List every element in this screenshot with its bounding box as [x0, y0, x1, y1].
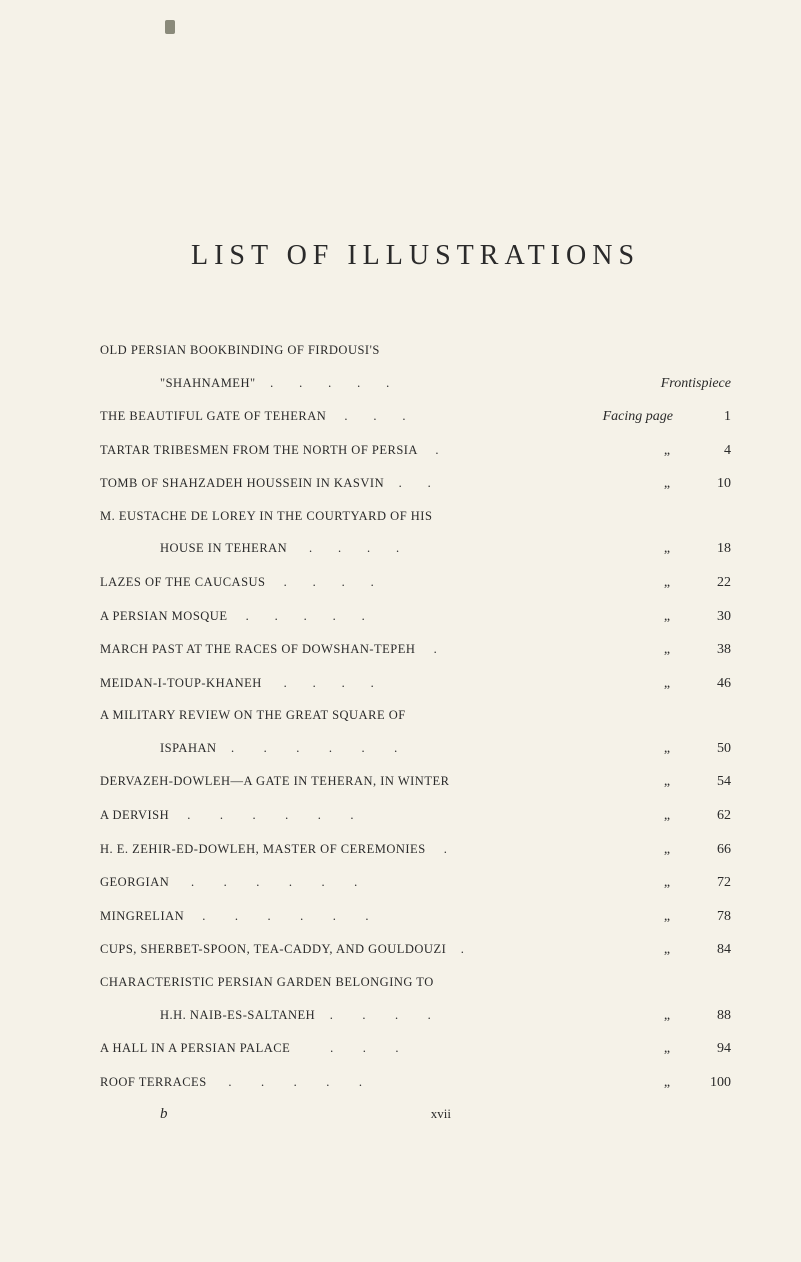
ditto-mark: „: [661, 1039, 691, 1059]
list-item: H.H. NAIB-ES-SALTANEH . . . . „ 88: [100, 1006, 731, 1026]
ditto-mark: „: [661, 607, 691, 627]
page-number: 84: [691, 940, 731, 960]
ditto-mark: „: [661, 907, 691, 927]
ditto-mark: „: [661, 806, 691, 826]
list-item: M. EUSTACHE DE LOREY IN THE COURTYARD OF…: [100, 508, 731, 526]
entry-text-line1: OLD PERSIAN BOOKBINDING OF FIRDOUSI'S: [100, 342, 380, 360]
list-item: A PERSIAN MOSQUE . . . . . „ 30: [100, 607, 731, 627]
page-number: 100: [691, 1073, 731, 1093]
ditto-mark: „: [661, 840, 691, 860]
list-item: TARTAR TRIBESMEN FROM THE NORTH OF PERSI…: [100, 441, 731, 461]
list-item: GEORGIAN . . . . . . „ 72: [100, 873, 731, 893]
page-number: 18: [691, 539, 731, 559]
list-item: CHARACTERISTIC PERSIAN GARDEN BELONGING …: [100, 974, 731, 992]
entry-text-line2: HOUSE IN TEHERAN . . . .: [100, 540, 400, 558]
entry-text: TOMB OF SHAHZADEH HOUSSEIN IN KASVIN . .: [100, 475, 431, 493]
page-title: LIST OF ILLUSTRATIONS: [100, 240, 731, 272]
list-item: THE BEAUTIFUL GATE OF TEHERAN . . . Faci…: [100, 407, 731, 427]
list-item: TOMB OF SHAHZADEH HOUSSEIN IN KASVIN . .…: [100, 474, 731, 494]
page-number: 50: [691, 739, 731, 759]
entry-text: H. E. ZEHIR-ED-DOWLEH, MASTER OF CEREMON…: [100, 841, 447, 859]
list-item: A MILITARY REVIEW ON THE GREAT SQUARE OF: [100, 707, 731, 725]
entry-text: TARTAR TRIBESMEN FROM THE NORTH OF PERSI…: [100, 442, 439, 460]
entry-text: MARCH PAST AT THE RACES OF DOWSHAN-TEPEH…: [100, 641, 437, 659]
list-item: ROOF TERRACES . . . . . „ 100: [100, 1073, 731, 1093]
ditto-mark: „: [661, 1073, 691, 1093]
page-number: 54: [691, 772, 731, 792]
page-number: 30: [691, 607, 731, 627]
entry-text-line2: "SHAHNAMEH" . . . . .: [100, 375, 390, 393]
entry-text: A HALL IN A PERSIAN PALACE . . .: [100, 1040, 399, 1058]
ditto-mark: „: [661, 640, 691, 660]
ditto-mark: „: [661, 739, 691, 759]
entry-text: MEIDAN-I-TOUP-KHANEH . . . .: [100, 675, 374, 693]
entry-text-line1: M. EUSTACHE DE LOREY IN THE COURTYARD OF…: [100, 508, 432, 526]
list-item: LAZES OF THE CAUCASUS . . . . „ 22: [100, 573, 731, 593]
list-item: H. E. ZEHIR-ED-DOWLEH, MASTER OF CEREMON…: [100, 840, 731, 860]
entry-text: ROOF TERRACES . . . . .: [100, 1074, 363, 1092]
list-item: DERVAZEH-DOWLEH—A GATE IN TEHERAN, IN WI…: [100, 772, 731, 792]
facing-page-label: Facing page: [603, 407, 691, 427]
ditto-mark: „: [661, 1006, 691, 1026]
page-number: 88: [691, 1006, 731, 1026]
entry-text: DERVAZEH-DOWLEH—A GATE IN TEHERAN, IN WI…: [100, 773, 449, 791]
page-blemish: [165, 20, 175, 34]
entry-text-line2: ISPAHAN . . . . . .: [100, 740, 398, 758]
ditto-mark: „: [661, 474, 691, 494]
list-item: MEIDAN-I-TOUP-KHANEH . . . . „ 46: [100, 674, 731, 694]
ditto-mark: „: [661, 674, 691, 694]
page-number: 66: [691, 840, 731, 860]
entry-text-line2: H.H. NAIB-ES-SALTANEH . . . .: [100, 1007, 431, 1025]
entry-text: A DERVISH . . . . . .: [100, 807, 354, 825]
list-item: OLD PERSIAN BOOKBINDING OF FIRDOUSI'S: [100, 342, 731, 360]
ditto-mark: „: [661, 441, 691, 461]
roman-page-number: xvii: [431, 1106, 451, 1123]
ditto-mark: „: [661, 573, 691, 593]
list-item: A HALL IN A PERSIAN PALACE . . . „ 94: [100, 1039, 731, 1059]
page-number: 94: [691, 1039, 731, 1059]
list-item: CUPS, SHERBET-SPOON, TEA-CADDY, AND GOUL…: [100, 940, 731, 960]
page-number: 10: [691, 474, 731, 494]
ditto-mark: „: [661, 539, 691, 559]
entry-text: CUPS, SHERBET-SPOON, TEA-CADDY, AND GOUL…: [100, 941, 464, 959]
ditto-mark: „: [661, 873, 691, 893]
page-number: 72: [691, 873, 731, 893]
entry-text: LAZES OF THE CAUCASUS . . . .: [100, 574, 374, 592]
entry-text: A PERSIAN MOSQUE . . . . .: [100, 608, 365, 626]
page-number: 22: [691, 573, 731, 593]
page-number: 46: [691, 674, 731, 694]
list-item: A DERVISH . . . . . . „ 62: [100, 806, 731, 826]
entry-text-line1: CHARACTERISTIC PERSIAN GARDEN BELONGING …: [100, 974, 434, 992]
page-footer: b xvii: [100, 1106, 731, 1123]
entry-text: THE BEAUTIFUL GATE OF TEHERAN . . .: [100, 408, 406, 426]
signature-mark: b: [160, 1106, 168, 1123]
page-number: 1: [691, 407, 731, 427]
list-item: HOUSE IN TEHERAN . . . . „ 18: [100, 539, 731, 559]
entry-text: GEORGIAN . . . . . .: [100, 874, 358, 892]
list-item: MINGRELIAN . . . . . . „ 78: [100, 907, 731, 927]
illustrations-list: OLD PERSIAN BOOKBINDING OF FIRDOUSI'S "S…: [100, 342, 731, 1092]
page-number: 4: [691, 441, 731, 461]
ditto-mark: „: [661, 772, 691, 792]
ditto-mark: „: [661, 940, 691, 960]
page-number: 78: [691, 907, 731, 927]
page-number: 62: [691, 806, 731, 826]
entry-text: MINGRELIAN . . . . . .: [100, 908, 369, 926]
frontispiece-label: Frontispiece: [661, 374, 731, 394]
list-item: "SHAHNAMEH" . . . . . Frontispiece: [100, 374, 731, 394]
page-number: 38: [691, 640, 731, 660]
list-item: ISPAHAN . . . . . . „ 50: [100, 739, 731, 759]
list-item: MARCH PAST AT THE RACES OF DOWSHAN-TEPEH…: [100, 640, 731, 660]
entry-text-line1: A MILITARY REVIEW ON THE GREAT SQUARE OF: [100, 707, 406, 725]
